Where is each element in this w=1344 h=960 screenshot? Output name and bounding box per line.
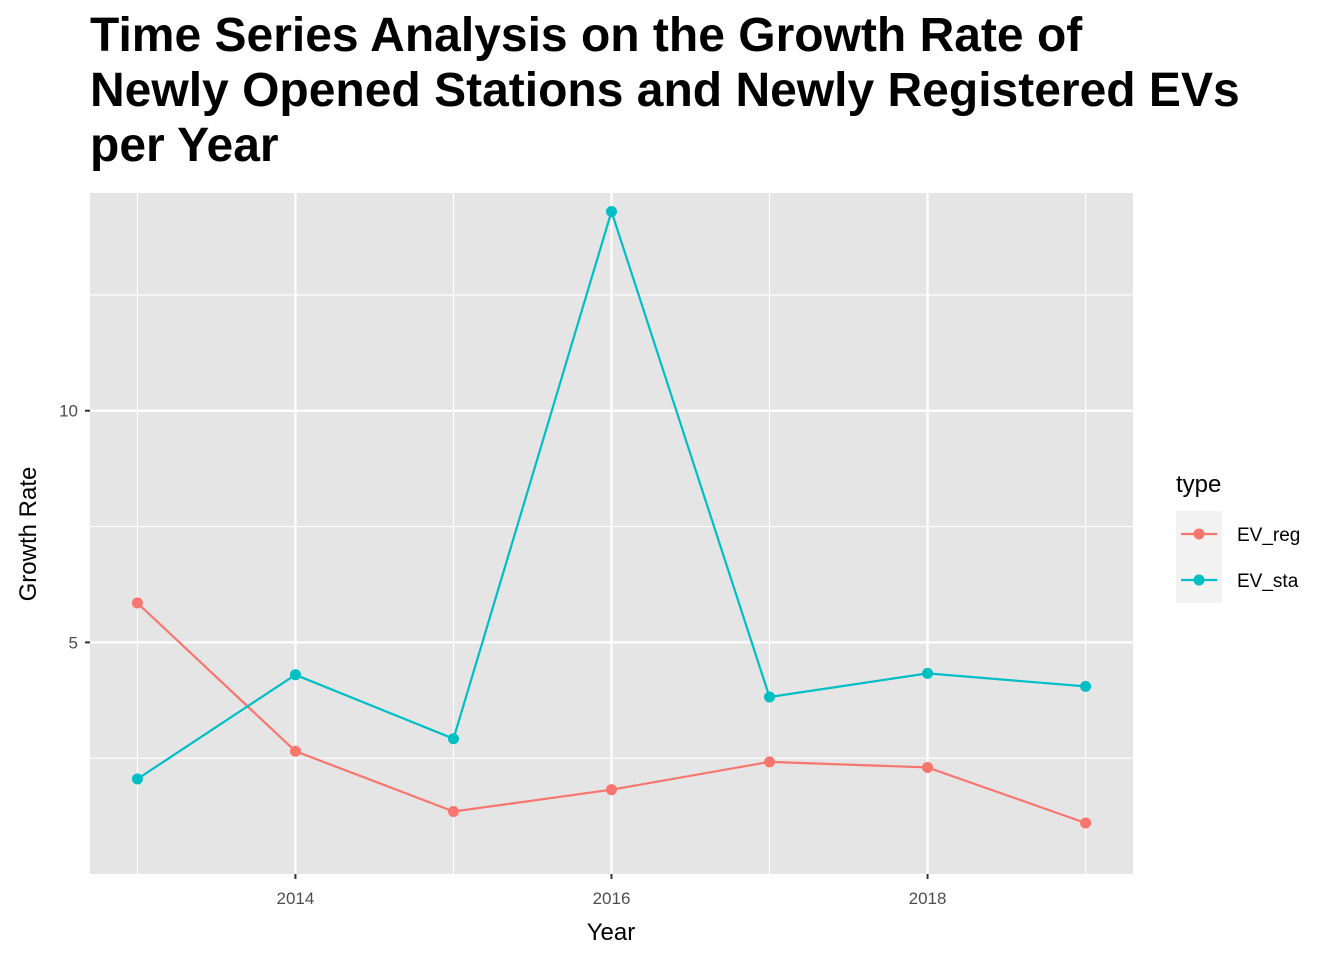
data-point-EV_reg [131, 597, 143, 609]
legend-items: EV_reg EV_sta [1181, 525, 1300, 592]
grid-major [90, 193, 1133, 874]
y-tick-label: 5 [69, 633, 78, 652]
y-tick-label: 10 [59, 402, 78, 421]
chart-title: Time Series Analysis on the Growth Rate … [90, 8, 1344, 173]
axis-ticks [85, 409, 929, 879]
legend-label-EV_reg: EV_reg [1237, 525, 1300, 546]
legend-key-point-EV_reg [1193, 528, 1205, 540]
legend-label-EV_sta: EV_sta [1237, 571, 1299, 592]
data-point-EV_sta [1080, 680, 1092, 692]
data-point-EV_sta [922, 667, 934, 679]
data-point-EV_sta [289, 669, 301, 681]
data-point-EV_reg [764, 756, 776, 768]
tick-labels: 2014 2016 2018 5 10 [59, 402, 946, 908]
data-point-EV_sta [606, 206, 617, 218]
data-point-EV_reg [289, 745, 301, 757]
legend-title: type [1176, 471, 1221, 498]
chart-title-line-1: Time Series Analysis on the Growth Rate … [90, 9, 1083, 62]
x-tick-label: 2016 [593, 889, 631, 908]
data-point-EV_sta [131, 773, 143, 785]
legend: type EV_reg EV_sta [1176, 471, 1300, 603]
data-point-EV_reg [447, 805, 459, 817]
data-point-EV_reg [922, 761, 934, 773]
x-axis-title: Year [587, 919, 636, 946]
legend-key-point-EV_sta [1193, 574, 1205, 586]
legend-key-background [1176, 511, 1222, 603]
series-points [131, 206, 1092, 829]
data-point-EV_sta [764, 691, 776, 703]
x-tick-label: 2014 [277, 889, 315, 908]
y-axis-title: Growth Rate [15, 467, 42, 602]
x-tick-label: 2018 [909, 889, 947, 908]
data-point-EV_sta [447, 733, 459, 745]
chart-title-line-2: Newly Opened Stations and Newly Register… [90, 64, 1240, 117]
chart-title-line-3: per Year [90, 119, 279, 172]
data-point-EV_reg [606, 784, 617, 796]
data-point-EV_reg [1080, 817, 1092, 829]
